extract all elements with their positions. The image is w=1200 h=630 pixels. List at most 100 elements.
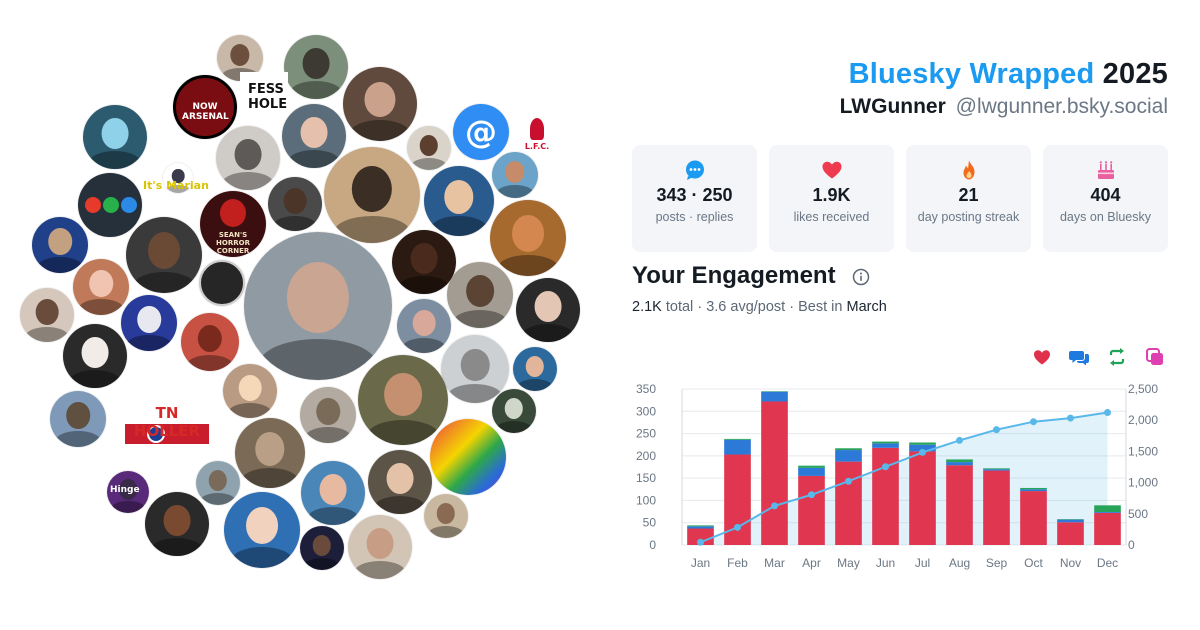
- quotes-icon[interactable]: [1144, 346, 1166, 368]
- avatar[interactable]: [492, 389, 536, 433]
- shoulders-shape: [186, 354, 234, 371]
- fess-hole-logo: FESS HOLE: [248, 82, 288, 112]
- x-tick-label: Mar: [764, 556, 785, 570]
- shoulders-shape: [111, 501, 145, 513]
- avatar[interactable]: [324, 147, 420, 243]
- avatar[interactable]: TN HOLLER: [123, 376, 211, 464]
- avatar[interactable]: [181, 313, 239, 371]
- avatar[interactable]: [348, 515, 412, 579]
- avatar[interactable]: [358, 355, 448, 445]
- avatar[interactable]: [126, 217, 202, 293]
- face-shape: [234, 138, 262, 170]
- avatar[interactable]: [447, 262, 513, 328]
- x-tick-label: Aug: [949, 556, 970, 570]
- display-name[interactable]: LWGunner: [839, 95, 946, 118]
- page-title: Bluesky Wrapped 2025: [849, 58, 1168, 91]
- tn-holler-logo: TN HOLLER: [133, 404, 201, 440]
- avatar[interactable]: [284, 35, 348, 99]
- avatar[interactable]: [50, 391, 106, 447]
- face-shape: [444, 180, 474, 214]
- user-handle[interactable]: @lwgunner.bsky.social: [955, 95, 1168, 118]
- cumulative-point: [1030, 418, 1037, 426]
- avatar[interactable]: [513, 347, 557, 391]
- wrapped-panel: Bluesky Wrapped 2025 LWGunner @lwgunner.…: [632, 0, 1168, 630]
- avatar[interactable]: [407, 126, 451, 170]
- engagement-average: 3.6 avg/post: [706, 299, 786, 315]
- avatar[interactable]: [107, 471, 149, 513]
- avatar[interactable]: [163, 163, 193, 193]
- likes-heart-icon[interactable]: [1031, 346, 1053, 368]
- avatar[interactable]: [300, 387, 356, 443]
- avatar[interactable]: [196, 461, 240, 505]
- avatar[interactable]: [424, 494, 468, 538]
- avatar[interactable]: [424, 166, 494, 236]
- y-left-tick-label: 150: [636, 471, 656, 485]
- avatar[interactable]: [430, 419, 506, 495]
- face-shape: [300, 116, 328, 148]
- x-tick-label: Dec: [1097, 556, 1118, 570]
- avatar[interactable]: [199, 260, 245, 306]
- avatar[interactable]: [78, 173, 142, 237]
- avatar[interactable]: [268, 177, 322, 231]
- face-shape: [412, 309, 436, 336]
- avatar[interactable]: [368, 450, 432, 514]
- flame-icon: [963, 160, 974, 180]
- avatar[interactable]: [392, 230, 456, 294]
- avatar[interactable]: [145, 492, 209, 556]
- avatar[interactable]: [244, 232, 392, 380]
- y-right-tick-label: 2,500: [1128, 382, 1158, 396]
- shoulders-shape: [307, 507, 359, 525]
- avatar[interactable]: [492, 152, 538, 198]
- shoulders-shape: [242, 468, 298, 488]
- shoulders-shape: [522, 324, 574, 342]
- chart-legend: [1028, 346, 1168, 368]
- face-shape: [283, 187, 307, 214]
- shoulders-shape: [25, 326, 69, 342]
- info-icon[interactable]: [852, 268, 870, 286]
- avatar[interactable]: [282, 104, 346, 168]
- avatar[interactable]: [300, 526, 344, 570]
- bar-segment: [724, 439, 751, 455]
- avatar[interactable]: [83, 105, 147, 169]
- avatar[interactable]: [343, 67, 417, 141]
- avatar-cluster: NOW ARSENAL FESS HOLE @ L.F.C. SEAN'S HORROR…: [20, 35, 580, 579]
- face-shape: [137, 306, 161, 334]
- stat-value: 343 · 250: [656, 185, 733, 205]
- at-symbol-logo: @: [465, 113, 497, 151]
- avatar[interactable]: [490, 200, 566, 276]
- avatar[interactable]: [397, 299, 451, 353]
- bar-segment: [1094, 512, 1121, 513]
- marian-label: It's Marian: [143, 179, 209, 192]
- avatar[interactable]: L.F.C.: [517, 114, 557, 154]
- avatar[interactable]: [32, 217, 88, 273]
- bar-segment: [909, 442, 936, 445]
- avatar[interactable]: [216, 126, 280, 190]
- avatar[interactable]: @: [453, 104, 509, 160]
- bar-segment: [835, 450, 862, 462]
- shoulders-shape: [453, 309, 507, 328]
- avatar[interactable]: [235, 418, 305, 488]
- avatar[interactable]: SEAN'S HORROR CORNER: [200, 191, 266, 257]
- avatar[interactable]: [63, 324, 127, 388]
- avatar[interactable]: [441, 335, 509, 403]
- cumulative-point: [882, 463, 889, 471]
- reposts-arrows-icon[interactable]: [1106, 346, 1128, 368]
- avatar[interactable]: NOW ARSENAL: [173, 75, 237, 139]
- avatar[interactable]: [121, 295, 177, 351]
- face-shape: [504, 397, 524, 419]
- cumulative-point: [919, 448, 926, 456]
- shoulders-shape: [411, 157, 447, 170]
- shoulders-shape: [133, 271, 195, 293]
- avatar[interactable]: [301, 461, 365, 525]
- replies-bubble-icon[interactable]: [1068, 346, 1090, 368]
- shoulders-shape: [228, 402, 272, 418]
- avatar[interactable]: [20, 288, 74, 342]
- avatar[interactable]: [223, 364, 277, 418]
- face-shape: [81, 336, 109, 368]
- avatar[interactable]: [73, 259, 129, 315]
- bar-segment: [798, 467, 825, 476]
- avatar[interactable]: [516, 278, 580, 342]
- face-shape: [364, 81, 396, 118]
- avatar[interactable]: FESS HOLE: [240, 72, 288, 120]
- avatar[interactable]: [224, 492, 300, 568]
